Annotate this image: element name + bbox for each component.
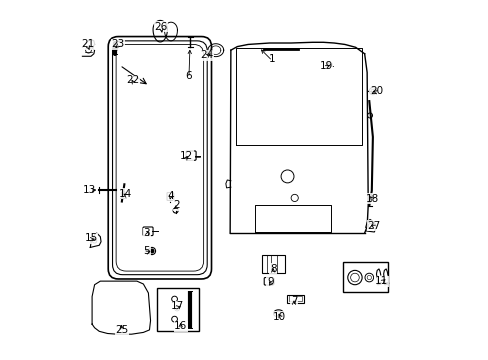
Text: 17: 17 <box>170 301 183 311</box>
Text: 26: 26 <box>154 22 167 32</box>
Text: 19: 19 <box>319 61 332 71</box>
Text: 16: 16 <box>174 321 187 331</box>
Text: 1: 1 <box>268 54 275 64</box>
Text: 5: 5 <box>143 246 150 256</box>
Text: 8: 8 <box>269 264 276 274</box>
Text: 25: 25 <box>115 325 128 335</box>
Text: 7: 7 <box>290 296 297 306</box>
Text: 27: 27 <box>367 221 380 231</box>
Text: 18: 18 <box>366 194 379 204</box>
Text: 12: 12 <box>180 150 193 161</box>
FancyBboxPatch shape <box>142 227 153 235</box>
Text: 3: 3 <box>143 228 150 238</box>
Text: 14: 14 <box>119 189 132 199</box>
Text: 21: 21 <box>81 40 94 49</box>
Text: 13: 13 <box>83 185 96 195</box>
Text: 4: 4 <box>166 191 173 201</box>
Text: 9: 9 <box>266 277 273 287</box>
Bar <box>286 295 304 303</box>
Text: 2: 2 <box>173 200 179 210</box>
FancyBboxPatch shape <box>185 151 196 160</box>
FancyBboxPatch shape <box>264 278 273 285</box>
Text: 22: 22 <box>126 75 139 85</box>
Text: 6: 6 <box>185 71 192 81</box>
Bar <box>288 296 301 301</box>
Bar <box>261 255 285 273</box>
Bar <box>343 262 387 292</box>
Text: 11: 11 <box>374 276 387 286</box>
FancyBboxPatch shape <box>167 193 173 201</box>
Text: 23: 23 <box>111 40 124 49</box>
Text: 20: 20 <box>369 86 382 96</box>
Circle shape <box>150 249 153 253</box>
Text: 24: 24 <box>200 50 213 60</box>
Text: 10: 10 <box>272 312 285 322</box>
Text: 15: 15 <box>84 233 98 243</box>
Bar <box>156 288 199 330</box>
